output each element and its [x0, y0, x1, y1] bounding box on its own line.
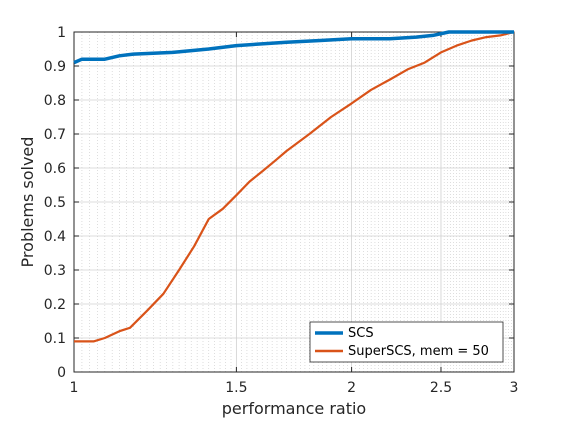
x-tick-label: 2 — [347, 380, 356, 396]
x-tick-label: 3 — [510, 380, 519, 396]
y-tick-label: 0.7 — [44, 127, 66, 143]
x-tick-label: 2.5 — [430, 380, 452, 396]
y-axis-label: Problems solved — [18, 137, 37, 268]
y-tick-label: 0.5 — [44, 195, 66, 211]
y-tick-label: 0 — [57, 365, 66, 381]
major-grid — [73, 31, 515, 373]
legend: SCS SuperSCS, mem = 50 — [309, 321, 504, 363]
tick-labels: 1 1.5 2 2.5 3 0 0.1 0.2 0.3 0.4 0.5 0.6 0.7 0.8 0.9 1 — [44, 25, 519, 396]
y-tick-label: 0.9 — [44, 59, 66, 75]
x-tick-label: 1.5 — [225, 380, 247, 396]
axis-ticks — [73, 31, 515, 373]
series-line-scs — [73, 30, 514, 65]
legend-label-superscs: SuperSCS, mem = 50 — [348, 344, 489, 359]
x-tick-label: 1 — [70, 380, 79, 396]
y-tick-label: 0.3 — [44, 263, 66, 279]
legend-label-scs: SCS — [348, 326, 374, 341]
y-tick-label: 0.6 — [44, 161, 66, 177]
y-tick-label: 0.1 — [44, 331, 66, 347]
y-tick-label: 0.2 — [44, 297, 66, 313]
series-line-superscs — [74, 30, 515, 343]
x-axis-label: performance ratio — [222, 399, 366, 418]
y-tick-label: 0.4 — [44, 229, 66, 245]
series-lines — [73, 30, 515, 343]
y-tick-label: 0.8 — [44, 93, 66, 109]
legend-box — [309, 321, 504, 363]
y-tick-label: 1 — [57, 25, 66, 41]
